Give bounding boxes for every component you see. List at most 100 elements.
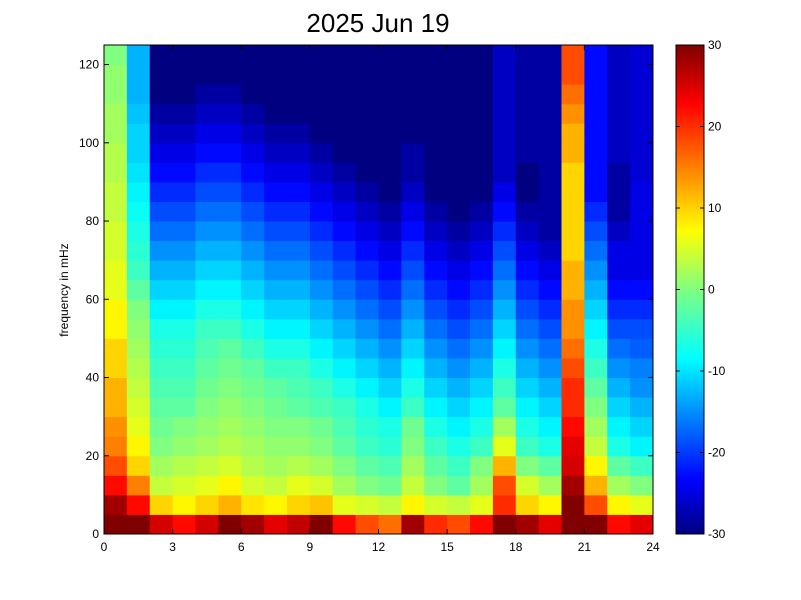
heatmap-cell xyxy=(104,123,128,144)
heatmap-cell xyxy=(104,436,128,457)
heatmap-cell xyxy=(561,64,585,85)
heatmap-cell xyxy=(195,475,219,496)
heatmap-cell xyxy=(218,357,242,379)
heatmap-cell xyxy=(195,260,219,281)
heatmap-cell xyxy=(241,299,265,320)
heatmap-cell xyxy=(584,142,608,163)
heatmap-cell xyxy=(126,318,151,339)
heatmap-cell xyxy=(309,103,334,124)
heatmap-cell xyxy=(630,103,654,124)
heatmap-cell xyxy=(264,240,288,261)
heatmap-cell xyxy=(607,318,631,339)
heatmap-cell xyxy=(149,181,174,202)
heatmap-cell xyxy=(264,260,288,281)
heatmap-cell xyxy=(378,142,402,163)
y-tick-label: 40 xyxy=(86,371,100,385)
heatmap-cell xyxy=(149,397,174,418)
heatmap-cell xyxy=(561,436,585,457)
heatmap-cell xyxy=(332,123,357,144)
chart-title: 2025 Jun 19 xyxy=(306,8,449,38)
heatmap-cell xyxy=(149,201,174,222)
heatmap-cell xyxy=(195,221,219,242)
heatmap-cell xyxy=(401,455,425,476)
heatmap-cell xyxy=(332,475,357,496)
heatmap-cell xyxy=(447,338,471,359)
heatmap-cell xyxy=(584,475,608,496)
heatmap-cell xyxy=(424,84,448,105)
heatmap-cell xyxy=(424,338,448,359)
heatmap-cell xyxy=(630,279,654,300)
heatmap-cell xyxy=(355,142,379,163)
heatmap-cell xyxy=(172,279,196,300)
heatmap-cell xyxy=(561,318,585,339)
heatmap-cell xyxy=(538,279,562,300)
heatmap-cell xyxy=(104,475,128,496)
heatmap-cell xyxy=(149,299,174,320)
heatmap-cell xyxy=(378,299,402,320)
heatmap-cell xyxy=(470,201,494,222)
heatmap-cell xyxy=(378,416,402,437)
heatmap-cell xyxy=(218,162,242,183)
heatmap-cell xyxy=(515,162,540,183)
heatmap-cell xyxy=(264,357,288,379)
heatmap-cell xyxy=(538,103,562,124)
heatmap-cell xyxy=(264,416,288,437)
heatmap-cell xyxy=(584,436,608,457)
heatmap-cell xyxy=(172,221,196,242)
heatmap-cell xyxy=(492,84,517,105)
heatmap-cell xyxy=(584,299,608,320)
colorbar-tick-label: 30 xyxy=(708,38,722,52)
heatmap-cell xyxy=(172,142,196,163)
heatmap-cell xyxy=(561,201,585,222)
heatmap-cell xyxy=(447,475,471,496)
heatmap-cell xyxy=(424,260,448,281)
heatmap-cell xyxy=(538,260,562,281)
heatmap-cell xyxy=(126,45,151,66)
heatmap-cell xyxy=(264,318,288,339)
heatmap-cell xyxy=(195,240,219,261)
heatmap-cell xyxy=(355,494,379,515)
heatmap-cell xyxy=(309,142,334,163)
heatmap-cell xyxy=(584,279,608,300)
heatmap-cell xyxy=(287,455,311,476)
heatmap-cell xyxy=(378,240,402,261)
heatmap-cell xyxy=(309,299,334,320)
y-tick-label: 100 xyxy=(79,136,99,150)
heatmap-cell xyxy=(401,357,425,379)
heatmap-cell xyxy=(172,514,196,535)
heatmap-cell xyxy=(561,142,585,163)
heatmap-cell xyxy=(218,299,242,320)
heatmap-cell xyxy=(332,142,357,163)
heatmap-cell xyxy=(378,377,402,398)
heatmap-cell xyxy=(492,221,517,242)
heatmap-cell xyxy=(424,357,448,379)
heatmap-cell xyxy=(584,318,608,339)
heatmap-cell xyxy=(538,514,562,535)
heatmap-cell xyxy=(515,221,540,242)
heatmap-cell xyxy=(172,103,196,124)
heatmap-cell xyxy=(195,162,219,183)
heatmap-cell xyxy=(607,357,631,379)
heatmap-cell xyxy=(424,64,448,85)
heatmap-cell xyxy=(630,299,654,320)
heatmap-cell xyxy=(264,338,288,359)
heatmap-cell xyxy=(332,455,357,476)
heatmap-cell xyxy=(470,494,494,515)
heatmap-cell xyxy=(332,494,357,515)
heatmap-cell xyxy=(355,514,379,535)
heatmap-cell xyxy=(584,162,608,183)
heatmap-cell xyxy=(607,416,631,437)
heatmap-cell xyxy=(309,318,334,339)
colorbar-tick-label: -20 xyxy=(708,446,726,460)
heatmap-cell xyxy=(309,455,334,476)
heatmap-cell xyxy=(126,240,151,261)
heatmap-cell xyxy=(172,455,196,476)
heatmap-cell xyxy=(355,377,379,398)
heatmap-cell xyxy=(607,436,631,457)
heatmap-cell xyxy=(241,84,265,105)
heatmap-cell xyxy=(561,181,585,202)
heatmap-cell xyxy=(470,142,494,163)
heatmap-cell xyxy=(607,494,631,515)
heatmap-cell xyxy=(218,338,242,359)
heatmap-cell xyxy=(607,279,631,300)
